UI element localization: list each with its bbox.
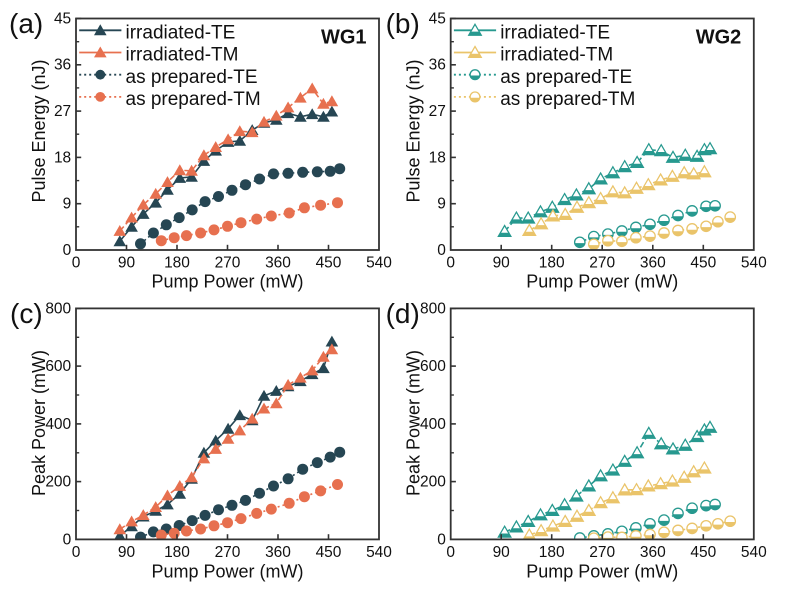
svg-text:irradiated-TE: irradiated-TE bbox=[126, 22, 236, 43]
svg-text:180: 180 bbox=[164, 255, 190, 272]
svg-text:0: 0 bbox=[63, 531, 72, 548]
svg-text:540: 540 bbox=[741, 255, 767, 272]
svg-text:0: 0 bbox=[446, 255, 455, 272]
svg-text:Peak Power (mW): Peak Power (mW) bbox=[404, 350, 424, 496]
svg-text:450: 450 bbox=[690, 544, 716, 561]
svg-text:200: 200 bbox=[45, 474, 71, 491]
svg-text:Peak Power (mW): Peak Power (mW) bbox=[29, 350, 49, 496]
svg-text:Pulse Energy (nJ): Pulse Energy (nJ) bbox=[29, 59, 49, 202]
svg-text:as prepared-TE: as prepared-TE bbox=[126, 67, 258, 88]
svg-text:600: 600 bbox=[420, 358, 446, 375]
svg-text:270: 270 bbox=[215, 255, 241, 272]
svg-text:as prepared-TE: as prepared-TE bbox=[500, 67, 632, 88]
svg-text:Pump Power (mW): Pump Power (mW) bbox=[526, 272, 678, 292]
svg-text:270: 270 bbox=[589, 255, 615, 272]
svg-text:as prepared-TM: as prepared-TM bbox=[126, 89, 261, 110]
svg-text:WG1: WG1 bbox=[321, 27, 367, 49]
svg-text:800: 800 bbox=[420, 300, 446, 317]
svg-text:Pulse Energy (nJ): Pulse Energy (nJ) bbox=[404, 59, 424, 202]
svg-text:400: 400 bbox=[420, 416, 446, 433]
svg-text:36: 36 bbox=[54, 57, 71, 74]
svg-text:Pump Power (mW): Pump Power (mW) bbox=[151, 272, 303, 292]
svg-text:9: 9 bbox=[63, 196, 72, 213]
svg-text:360: 360 bbox=[265, 255, 291, 272]
svg-text:270: 270 bbox=[589, 544, 615, 561]
svg-text:18: 18 bbox=[54, 149, 71, 166]
svg-text:WG2: WG2 bbox=[696, 27, 742, 49]
svg-text:0: 0 bbox=[446, 544, 455, 561]
svg-text:27: 27 bbox=[54, 103, 71, 120]
svg-text:600: 600 bbox=[45, 358, 71, 375]
svg-text:200: 200 bbox=[420, 474, 446, 491]
svg-text:400: 400 bbox=[45, 416, 71, 433]
svg-text:450: 450 bbox=[690, 255, 716, 272]
svg-text:90: 90 bbox=[118, 544, 136, 561]
svg-text:36: 36 bbox=[429, 57, 446, 74]
svg-text:180: 180 bbox=[539, 255, 565, 272]
svg-text:540: 540 bbox=[366, 255, 392, 272]
svg-text:as prepared-TM: as prepared-TM bbox=[500, 89, 635, 110]
svg-text:360: 360 bbox=[640, 255, 666, 272]
svg-text:360: 360 bbox=[265, 544, 291, 561]
svg-text:(c): (c) bbox=[10, 298, 43, 329]
svg-text:540: 540 bbox=[366, 544, 392, 561]
svg-text:45: 45 bbox=[54, 10, 71, 27]
svg-text:540: 540 bbox=[741, 544, 767, 561]
svg-text:450: 450 bbox=[316, 544, 342, 561]
svg-text:0: 0 bbox=[437, 242, 446, 259]
svg-text:Pump Power (mW): Pump Power (mW) bbox=[526, 561, 678, 581]
svg-text:45: 45 bbox=[429, 10, 446, 27]
svg-text:irradiated-TM: irradiated-TM bbox=[126, 45, 239, 66]
svg-text:irradiated-TM: irradiated-TM bbox=[500, 45, 613, 66]
svg-text:(d): (d) bbox=[386, 298, 420, 329]
svg-text:180: 180 bbox=[164, 544, 190, 561]
svg-text:(a): (a) bbox=[9, 8, 43, 39]
svg-text:180: 180 bbox=[539, 544, 565, 561]
svg-text:irradiated-TE: irradiated-TE bbox=[500, 22, 610, 43]
svg-text:0: 0 bbox=[72, 255, 81, 272]
svg-text:90: 90 bbox=[493, 544, 511, 561]
svg-text:0: 0 bbox=[72, 544, 81, 561]
svg-text:18: 18 bbox=[429, 149, 446, 166]
svg-text:360: 360 bbox=[640, 544, 666, 561]
svg-text:(b): (b) bbox=[386, 8, 420, 39]
svg-text:450: 450 bbox=[316, 255, 342, 272]
svg-text:9: 9 bbox=[437, 196, 446, 213]
svg-text:Pump Power (mW): Pump Power (mW) bbox=[151, 561, 303, 581]
svg-text:270: 270 bbox=[215, 544, 241, 561]
svg-text:27: 27 bbox=[429, 103, 446, 120]
svg-text:90: 90 bbox=[493, 255, 511, 272]
svg-text:0: 0 bbox=[63, 242, 72, 259]
svg-text:0: 0 bbox=[437, 531, 446, 548]
svg-text:800: 800 bbox=[45, 300, 71, 317]
svg-text:90: 90 bbox=[118, 255, 136, 272]
